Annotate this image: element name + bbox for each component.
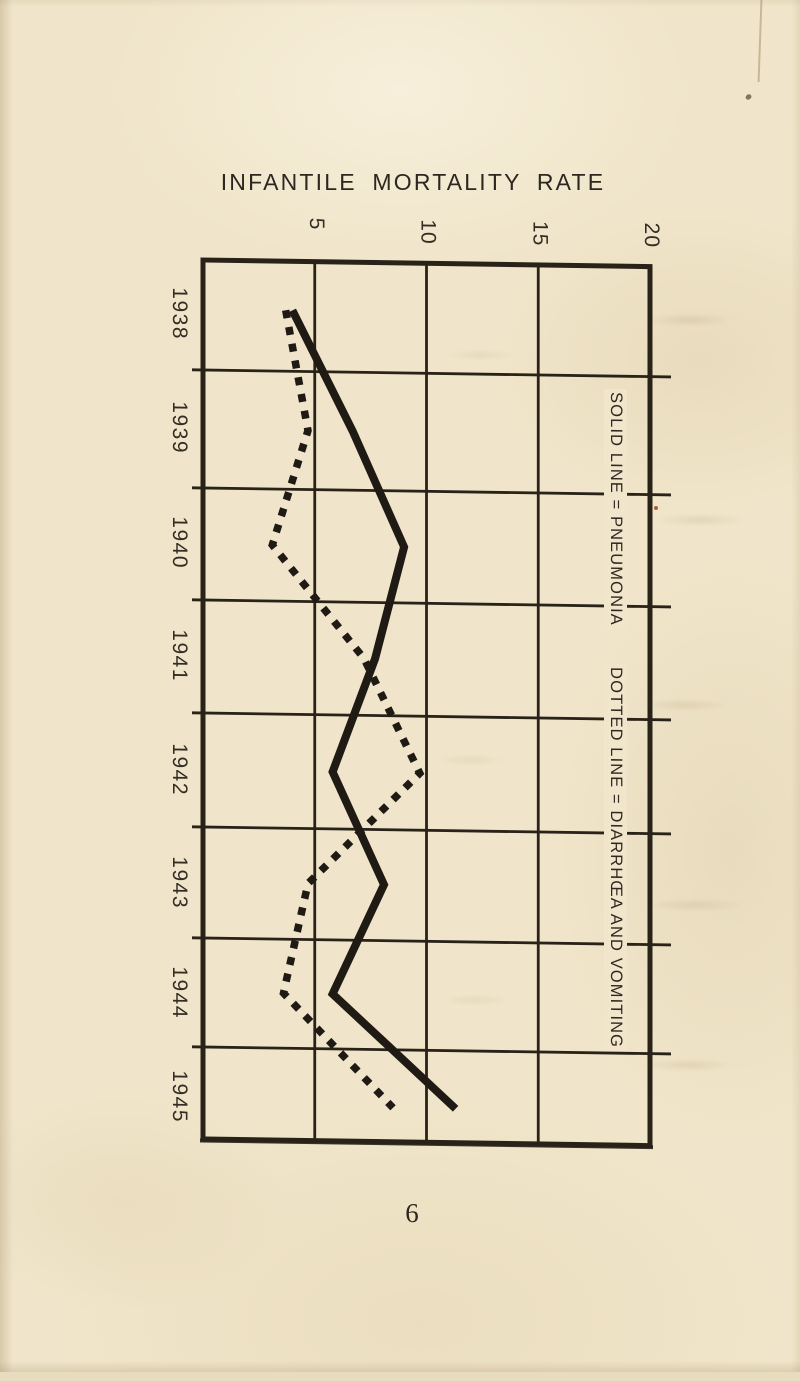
chart-frame-bottom-emphasis bbox=[200, 1138, 653, 1150]
page-number: 6 bbox=[405, 1198, 419, 1228]
year-label-1944: 1944 bbox=[168, 966, 191, 1020]
year-label-1942: 1942 bbox=[168, 743, 191, 797]
year-boundary-gridline bbox=[192, 1045, 671, 1056]
year-boundary-gridline bbox=[192, 598, 671, 609]
scan-speck-red bbox=[654, 506, 658, 510]
legend-dotted-line-diarrhoea: DOTTED LINE = DIARRHŒA AND VOMITING bbox=[604, 663, 627, 1052]
year-label-1941: 1941 bbox=[168, 629, 191, 683]
year-label-1945: 1945 bbox=[168, 1070, 191, 1124]
value-axis-tick-label-20: 20 bbox=[640, 222, 663, 249]
value-axis-tick-label-15: 15 bbox=[528, 220, 552, 247]
year-label-1938: 1938 bbox=[168, 287, 191, 341]
year-label-1940: 1940 bbox=[168, 516, 191, 570]
year-label-1943: 1943 bbox=[168, 856, 191, 910]
year-boundary-gridline bbox=[192, 825, 671, 836]
chart-title: INFANTILE MORTALITY RATE bbox=[220, 169, 606, 195]
value-axis-tick-label-10: 10 bbox=[416, 219, 440, 245]
year-boundary-gridline bbox=[192, 368, 671, 379]
year-label-1939: 1939 bbox=[168, 401, 191, 455]
legend-solid-line-pneumonia: SOLID LINE = PNEUMONIA bbox=[604, 388, 627, 630]
year-boundary-gridline bbox=[192, 486, 671, 497]
pneumonia-line bbox=[288, 308, 459, 1112]
diarrhoea-vomiting-line bbox=[268, 309, 425, 1111]
year-boundary-gridline bbox=[192, 711, 671, 722]
value-axis-tick-label-5: 5 bbox=[304, 217, 328, 231]
year-boundary-gridline bbox=[192, 936, 671, 947]
